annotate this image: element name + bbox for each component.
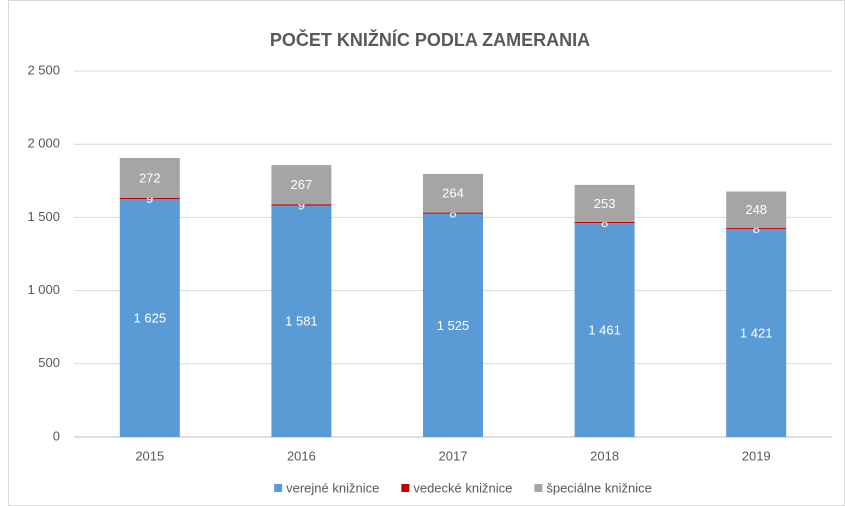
data-label: 9 (298, 197, 305, 212)
data-label: 253 (594, 196, 616, 211)
data-label: 1 581 (285, 314, 318, 329)
legend-label: vedecké knižnice (413, 480, 512, 495)
data-label: 9 (146, 191, 153, 206)
chart-title: POČET KNIŽNÍC PODĽA ZAMERANIA (270, 29, 590, 50)
legend-label: verejné knižnice (286, 480, 379, 495)
bar-segment (423, 173, 483, 213)
data-label: 248 (745, 202, 767, 217)
y-tick-label: 1 000 (27, 282, 60, 297)
y-tick-label: 2 500 (27, 62, 60, 77)
bar-segment (271, 165, 332, 205)
data-label: 1 525 (437, 318, 470, 333)
bar-segment (726, 191, 787, 228)
legend-swatch (534, 484, 543, 492)
data-label: 1 625 (134, 310, 167, 325)
bar-segment (271, 204, 332, 206)
data-label: 272 (139, 170, 161, 185)
bar-segment (574, 184, 635, 222)
x-tick-label: 2015 (135, 448, 164, 463)
data-label: 264 (442, 186, 464, 201)
bar-segment (726, 228, 787, 437)
bar-segment (119, 199, 180, 437)
bar-segment (423, 213, 483, 437)
x-tick-label: 2018 (590, 448, 619, 463)
data-label: 8 (601, 215, 608, 230)
x-tick-label: 2016 (287, 448, 316, 463)
bar-segment (574, 221, 635, 224)
bar-segment (574, 223, 635, 437)
bar-segment (423, 212, 483, 214)
legend-label: špeciálne knižnice (546, 480, 652, 495)
y-tick-label: 500 (38, 355, 60, 370)
data-label: 1 421 (740, 325, 773, 340)
data-label: 8 (449, 206, 456, 221)
legend-swatch (401, 484, 410, 492)
legend-swatch (274, 484, 283, 492)
x-tick-label: 2019 (742, 448, 771, 463)
bar-segment (119, 157, 180, 198)
bar-segment (119, 197, 180, 200)
data-label: 8 (753, 221, 760, 236)
x-tick-label: 2017 (439, 448, 468, 463)
data-label: 267 (291, 177, 313, 192)
bar-segment (726, 227, 787, 229)
y-tick-label: 0 (53, 428, 60, 443)
y-tick-label: 1 500 (27, 209, 60, 224)
y-tick-label: 2 000 (27, 136, 60, 151)
bar-segment (271, 205, 332, 437)
data-label: 1 461 (588, 322, 621, 337)
